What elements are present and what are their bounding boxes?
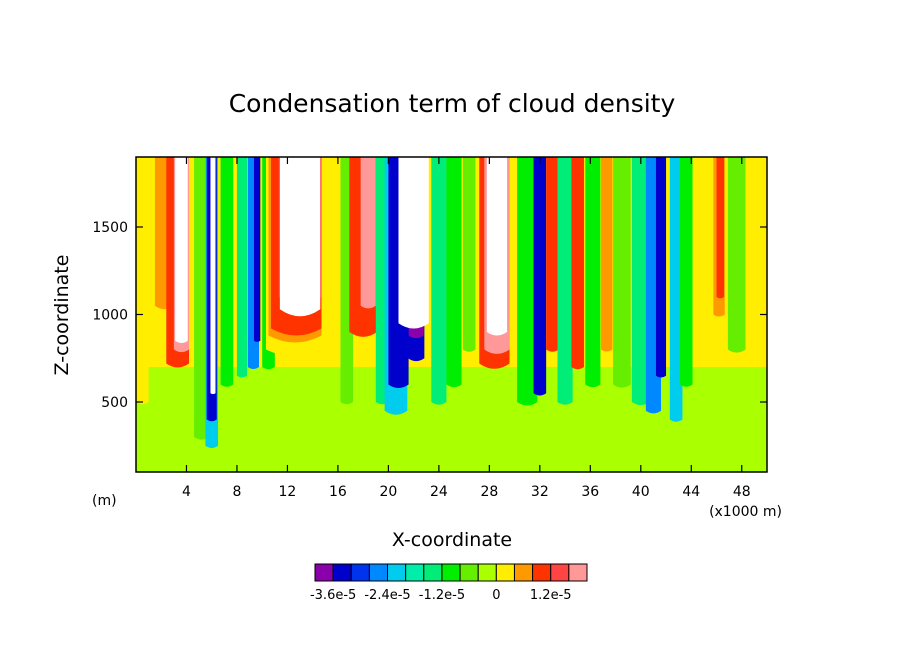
colorbar-label: -1.2e-5 <box>419 588 465 603</box>
field-plume-40 <box>601 157 613 352</box>
x-tick-label: 4 <box>182 484 191 500</box>
field-plume-4 <box>175 157 188 343</box>
field-plume-42 <box>631 157 650 406</box>
field-plume-28 <box>431 157 447 405</box>
field-plume-29 <box>446 157 462 388</box>
colorbar-swatch <box>350 563 370 582</box>
field-plume-45 <box>669 157 683 422</box>
colorbar-swatch <box>495 563 515 582</box>
field-plume-34 <box>517 157 538 406</box>
field-plume-39 <box>585 157 601 388</box>
x-tick-label: 24 <box>430 484 448 500</box>
field-plume-8 <box>210 157 216 395</box>
field-plume-18 <box>279 157 321 317</box>
field-plume-33 <box>486 157 508 336</box>
colorbar-swatch <box>568 563 588 582</box>
x-tick-label: 12 <box>279 484 297 500</box>
x-tick-label: 28 <box>480 484 498 500</box>
field-plume-12 <box>253 157 261 342</box>
colorbar-swatch <box>477 563 497 582</box>
x-tick-label: 44 <box>682 484 700 500</box>
colorbar-label: 0 <box>492 588 500 603</box>
x-tick-label: 20 <box>379 484 397 500</box>
colorbar-swatch <box>513 563 534 582</box>
colorbar-swatch <box>441 563 461 582</box>
x-unit-left: (m) <box>92 493 117 509</box>
field-plume-9 <box>220 157 234 387</box>
x-tick-label: 8 <box>232 484 241 500</box>
colorbar-swatch <box>314 563 334 582</box>
field-plume-37 <box>557 157 573 405</box>
field-plume-27 <box>398 157 429 329</box>
colorbar-label: 1.2e-5 <box>530 588 572 603</box>
y-tick-label: 1000 <box>92 308 128 324</box>
field-plume-46 <box>679 157 693 387</box>
colorbar: -3.6e-5 -2.4e-5 -1.2e-5 0 1.2e-5 <box>310 563 588 603</box>
field-plume-51 <box>749 157 765 335</box>
x-axis: 4 8 12 16 20 24 28 32 36 40 44 48 <box>182 157 751 500</box>
y-tick-label: 500 <box>101 395 128 411</box>
colorbar-swatch <box>550 563 570 582</box>
colorbar-swatch <box>332 563 352 582</box>
field-plume-44 <box>655 157 667 378</box>
x-tick-label: 32 <box>531 484 549 500</box>
x-tick-label: 36 <box>581 484 599 500</box>
chart-title: Condensation term of cloud density <box>229 89 676 118</box>
x-unit-right: (x1000 m) <box>709 504 782 520</box>
field-plume-47 <box>693 157 714 319</box>
field-plume-36 <box>546 157 559 352</box>
field-plume-10 <box>236 157 248 378</box>
colorbar-swatch <box>423 563 443 582</box>
y-tick-label: 1500 <box>92 220 128 236</box>
colorbar-swatch <box>532 563 552 582</box>
y-axis-label: Z-coordinate <box>51 255 73 376</box>
colorbar-label: -3.6e-5 <box>310 588 356 603</box>
field-plume-21 <box>360 157 376 309</box>
x-axis-label: X-coordinate <box>392 529 512 551</box>
field-plume-50 <box>727 157 746 353</box>
colorbar-swatch <box>368 563 389 582</box>
colorbar-swatch <box>387 563 407 582</box>
field-plume-49 <box>716 157 725 299</box>
field-plume-0 <box>136 157 149 405</box>
colorbar-label: -2.4e-5 <box>364 588 410 603</box>
colorbar-swatch <box>405 563 425 582</box>
field-plume-38 <box>571 157 585 370</box>
x-tick-label: 40 <box>632 484 650 500</box>
contour-field <box>136 157 767 472</box>
x-tick-label: 48 <box>733 484 751 500</box>
colorbar-swatch <box>459 563 479 582</box>
field-plume-41 <box>613 157 631 388</box>
x-tick-label: 16 <box>329 484 347 500</box>
field-plume-35 <box>533 157 547 396</box>
y-axis: 500 1000 1500 <box>92 220 767 411</box>
field-plume-30 <box>462 157 476 352</box>
